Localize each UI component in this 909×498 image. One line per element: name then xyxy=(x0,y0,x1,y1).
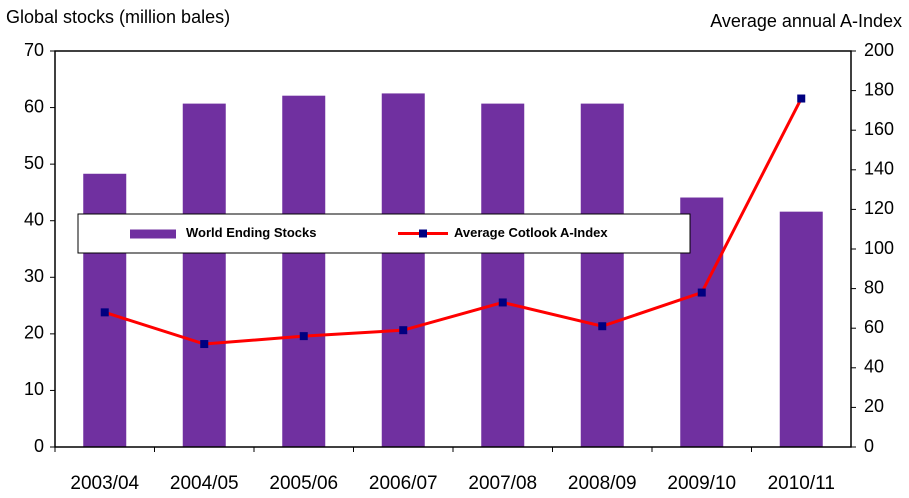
marker xyxy=(200,340,209,349)
y2-tick-label: 140 xyxy=(864,159,894,179)
bar xyxy=(580,103,624,448)
y-tick-label: 40 xyxy=(24,209,44,229)
bar xyxy=(481,103,525,448)
y2-tick-label: 100 xyxy=(864,238,894,258)
legend-box xyxy=(77,213,691,254)
legend-marker xyxy=(419,229,427,238)
x-tick-label: 2008/09 xyxy=(568,473,637,494)
x-tick-label: 2005/06 xyxy=(269,473,338,494)
bar xyxy=(282,95,326,447)
y2-axis-title: Average annual A-Index xyxy=(710,11,902,31)
x-tick-label: 2007/08 xyxy=(468,473,537,494)
y-tick-label: 10 xyxy=(24,379,44,399)
y2-tick-label: 20 xyxy=(864,396,884,416)
x-tick-label: 2010/11 xyxy=(768,473,835,494)
bar xyxy=(381,93,425,447)
y-tick-label: 50 xyxy=(24,153,44,173)
bar xyxy=(182,103,226,448)
x-tick-label: 2009/10 xyxy=(667,473,736,494)
x-tick-label: 2003/04 xyxy=(70,473,139,494)
marker xyxy=(399,326,408,335)
legend-label: Average Cotlook A-Index xyxy=(454,225,608,240)
x-tick-label: 2004/05 xyxy=(170,473,239,494)
marker xyxy=(100,308,109,317)
y2-tick-label: 0 xyxy=(864,436,874,456)
y2-tick-label: 180 xyxy=(864,79,894,99)
y-tick-label: 30 xyxy=(24,266,44,286)
marker xyxy=(598,322,607,331)
y-tick-label: 0 xyxy=(34,436,44,456)
y2-tick-label: 200 xyxy=(864,40,894,60)
marker xyxy=(797,94,806,103)
legend-label: World Ending Stocks xyxy=(186,225,317,240)
y-tick-label: 20 xyxy=(24,323,44,343)
legend-swatch xyxy=(130,229,176,239)
y2-tick-label: 60 xyxy=(864,317,884,337)
x-tick-label: 2006/07 xyxy=(369,473,438,494)
bar xyxy=(779,211,823,447)
line xyxy=(104,97,803,346)
marker xyxy=(299,332,308,341)
marker xyxy=(697,288,706,297)
marker xyxy=(498,298,507,307)
y2-tick-label: 40 xyxy=(864,357,884,377)
y-tick-label: 60 xyxy=(24,96,44,116)
y2-tick-label: 160 xyxy=(864,119,894,139)
y-axis-title: Global stocks (million bales) xyxy=(6,7,230,27)
plot-frame xyxy=(54,50,852,448)
y2-tick-label: 120 xyxy=(864,198,894,218)
y2-tick-label: 80 xyxy=(864,277,884,297)
y-tick-label: 70 xyxy=(24,40,44,60)
